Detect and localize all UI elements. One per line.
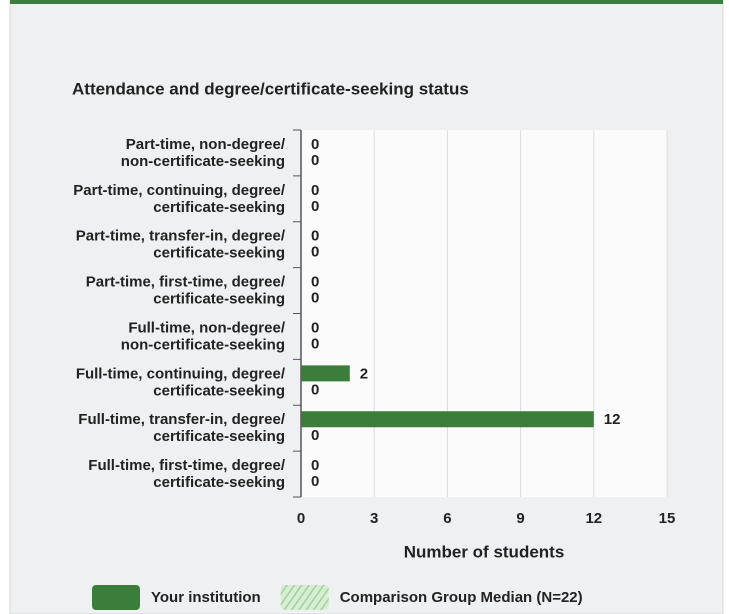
legend-swatch <box>280 585 329 610</box>
data-label: 0 <box>311 457 319 474</box>
y-tick-label: certificate-seeking <box>153 428 285 445</box>
y-tick-label: certificate-seeking <box>153 245 285 262</box>
x-tick-label: 9 <box>516 510 524 527</box>
data-label: 0 <box>311 381 319 398</box>
x-tick-label: 6 <box>443 510 451 527</box>
y-tick-label: Full-time, transfer-in, degree/ <box>78 411 286 428</box>
y-tick-label: non-certificate-seeking <box>121 153 285 170</box>
legend-label: Your institution <box>151 589 261 606</box>
bar <box>301 411 594 428</box>
y-tick-label: Part-time, non-degree/ <box>126 136 286 153</box>
data-label: 0 <box>311 198 319 215</box>
legend-swatch <box>92 585 140 610</box>
data-label: 0 <box>311 136 319 153</box>
y-tick-label: Full-time, non-degree/ <box>128 319 286 336</box>
data-label: 0 <box>311 473 319 490</box>
y-tick-label: Part-time, continuing, degree/ <box>73 182 286 199</box>
y-tick-label: Full-time, continuing, degree/ <box>76 365 286 382</box>
y-tick-label: Part-time, first-time, degree/ <box>86 274 286 291</box>
plot-area <box>301 130 667 497</box>
x-tick-label: 3 <box>370 510 378 527</box>
data-label: 0 <box>311 427 319 444</box>
data-label: 0 <box>311 274 319 291</box>
chart-title: Attendance and degree/certificate-seekin… <box>72 79 469 98</box>
data-label: 0 <box>311 335 319 352</box>
data-label: 12 <box>604 411 621 428</box>
x-axis-label: Number of students <box>404 542 565 561</box>
data-label: 0 <box>311 290 319 307</box>
bar <box>301 365 350 382</box>
data-label: 0 <box>311 244 319 261</box>
data-label: 0 <box>311 319 319 336</box>
data-label: 0 <box>311 228 319 245</box>
x-tick-label: 0 <box>297 510 305 527</box>
y-tick-label: Full-time, first-time, degree/ <box>88 457 286 474</box>
data-label: 0 <box>311 182 319 199</box>
data-label: 2 <box>360 365 368 382</box>
y-tick-label: certificate-seeking <box>153 199 285 216</box>
x-tick-label: 15 <box>659 510 676 527</box>
y-tick-label: certificate-seeking <box>153 291 285 308</box>
legend-label: Comparison Group Median (N=22) <box>340 589 583 606</box>
x-tick-label: 12 <box>585 510 602 527</box>
y-tick-label: certificate-seeking <box>153 382 285 399</box>
data-label: 0 <box>311 152 319 169</box>
y-tick-label: Part-time, transfer-in, degree/ <box>76 228 286 245</box>
header-bar <box>10 0 723 4</box>
y-tick-label: non-certificate-seeking <box>121 336 285 353</box>
y-tick-label: certificate-seeking <box>153 474 285 491</box>
